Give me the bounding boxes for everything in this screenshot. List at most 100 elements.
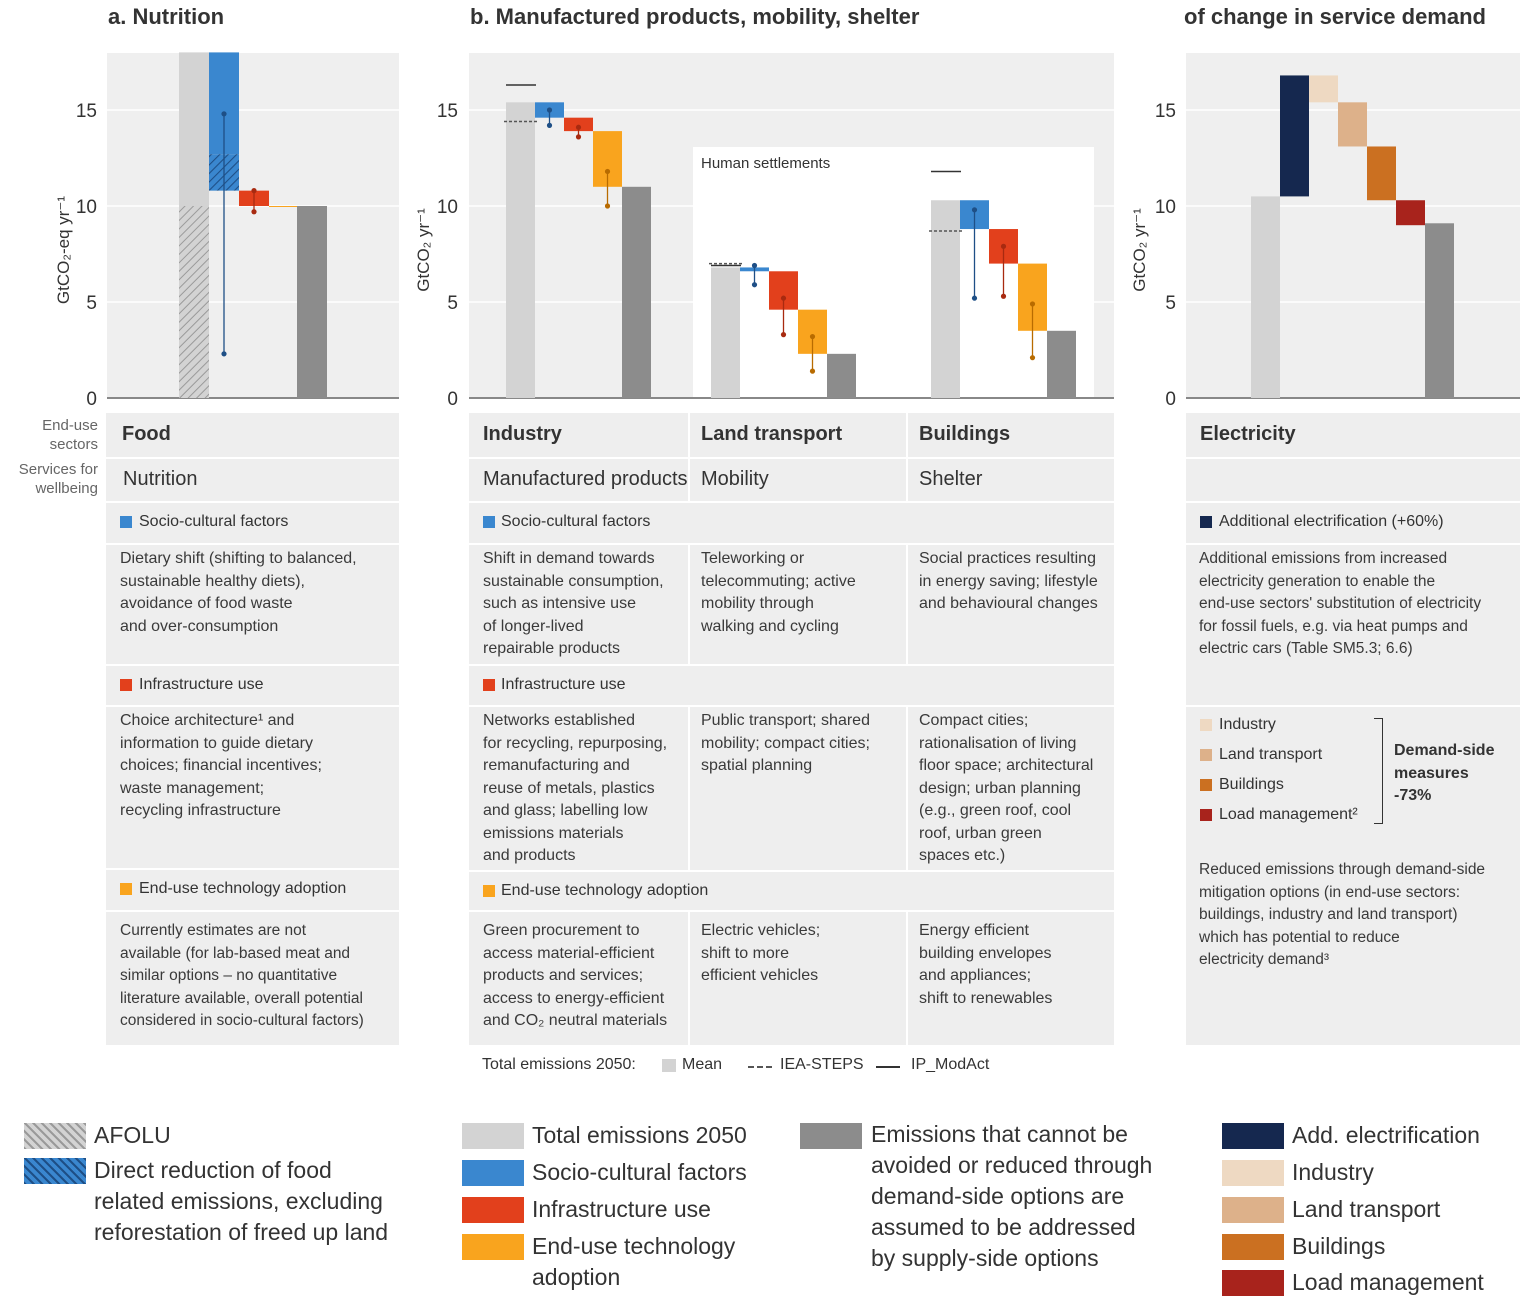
ylabel-a: GtCO₂-eq yr⁻¹ [54,196,73,304]
land-transport-infra-bar-range-high [780,295,787,301]
enduse-swatch [120,883,132,895]
human-settlements-label: Human settlements [701,155,830,172]
col-separator [906,912,908,1045]
col-separator [906,545,908,664]
buildings-infra-text: Compact cities; rationalisation of livin… [919,712,1094,864]
ylabel-b: GtCO₂ yr⁻¹ [414,208,433,292]
row-separator [469,501,1114,503]
land-transport-socio-bar-range-low [751,282,758,288]
b-enduse-cat: End-use technology adoption [501,882,709,899]
y-tick-label: 0 [447,389,458,410]
row-separator [469,705,1114,707]
panel-a-bg [107,53,399,398]
row-separator [106,664,399,666]
row-separator [469,543,1114,545]
buildings-enduse-bar-range-low [1029,355,1036,361]
el-industry-swatch [1200,719,1212,731]
y-tick-label: 0 [1165,389,1176,410]
legend-add-elec: Add. electrification [1292,1122,1480,1148]
buildings-sector: Buildings [919,423,1011,445]
food-afolu-bar [179,206,209,398]
manufactured-service: Manufactured products [483,468,688,490]
land-transport-enduse-bar-range-low [809,368,816,374]
buildings-infra-bar-range-high [1000,243,1007,249]
reduced-text: Reduced emissions through demand-side mi… [1199,861,1486,968]
buildings-residual-bar [1047,330,1076,398]
total-swatch [462,1123,524,1149]
el-item-load: Load management² [1219,806,1358,823]
row-separator [106,457,399,459]
food-socio-cat: Socio-cultural factors [139,513,289,530]
industry-sector: Industry [483,423,562,445]
el-landtransport-bar [1338,102,1367,147]
industry-infra-bar-range-high [575,124,582,130]
add-elec-text: Additional emissions from increased elec… [1199,550,1482,657]
panel-a-title: a. Nutrition [108,4,225,29]
industry-enduse-bar-range-high [604,168,611,175]
y-tick-label: 15 [76,101,97,122]
legend-afolu: AFOLU [94,1122,171,1148]
industry-infra-text: Networks established for recycling, repu… [483,712,668,864]
food-infra-text: Choice architecture¹ and information to … [120,712,322,819]
ip-label: IP_ModAct [911,1056,990,1073]
el-load-swatch [1200,809,1212,821]
add-elec-bar [1280,75,1309,197]
electricity-total-bar [1251,196,1280,398]
y-tick-label: 15 [437,101,458,122]
industry-total-bar [506,102,535,398]
el-item-buildings: Buildings [1219,776,1284,793]
industry-residual-bar [622,186,651,398]
table-bg-c [1186,413,1520,1045]
industry-infra-bar-range-low [575,134,582,140]
land-transport-enduse-text: Electric vehicles; shift to more efficie… [701,922,821,984]
enduse-legend-swatch [462,1234,524,1260]
land-transport-socio-bar-range-high [751,262,758,269]
direct-swatch [24,1158,86,1184]
land-transport-enduse-bar-range-high [809,333,816,340]
food-total-bar [179,52,209,207]
legend-infra: Infrastructure use [532,1196,711,1222]
b-socio-cat: Socio-cultural factors [501,513,651,530]
total-note-label: Total emissions 2050: [482,1056,636,1073]
table-bg-a [106,413,399,1045]
el-load-legend-swatch [1222,1270,1284,1296]
panel-c-title: of change in service demand [1184,4,1486,29]
industry-socio-bar-range-low [546,122,553,128]
row-separator [106,501,399,503]
bracket [1374,718,1383,824]
grid-b [469,109,1114,399]
el-landtransport-swatch [1200,749,1212,761]
afolu-swatch [24,1123,86,1149]
iea-line [748,1066,772,1068]
legend-enduse: End-use technology adoption [532,1233,736,1290]
row-separator [106,705,399,707]
y-tick-label: 5 [86,293,97,314]
industry-enduse-bar-range-low [604,203,611,209]
row-separator [469,910,1114,912]
col-separator [688,457,690,501]
land-transport-infra-text: Public transport; shared mobility; compa… [701,712,870,774]
el-buildings-legend-swatch [1222,1234,1284,1260]
row-separator [469,870,1114,872]
food-sector: Food [122,423,171,445]
legend-direct: Direct reduction of food related emissio… [94,1157,389,1245]
food-infra-range-high [251,188,257,194]
row-separator [1186,705,1520,707]
food-socio-text: Dietary shift (shifting to balanced, sus… [120,550,357,635]
row-separator [1186,457,1520,459]
nutrition-service: Nutrition [123,468,198,490]
buildings-infra-bar-range-low [1000,293,1007,299]
legend-el-industry: Industry [1292,1159,1374,1185]
col-separator [906,707,908,870]
industry-socio-bar-range-high [546,107,553,113]
socio-swatch [483,516,495,528]
industry-infra-bar [564,117,593,132]
land-transport-socio-text: Teleworking or telecommuting; active mob… [701,550,856,635]
demand-side-measures: Demand-side measures -73% [1394,742,1495,804]
ip-line [876,1066,900,1068]
food-infra-range-low [251,209,257,215]
buildings-socio-bar-range-low [971,295,978,301]
col-separator [688,413,690,457]
legend-el-load: Load management [1292,1269,1484,1295]
